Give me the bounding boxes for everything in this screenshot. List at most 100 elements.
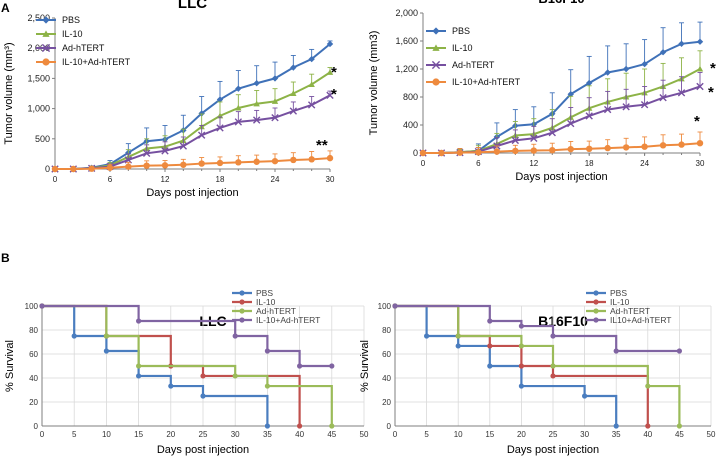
survival-point: [232, 373, 238, 379]
marker-circle: [70, 165, 77, 173]
x-tick-label: 35: [263, 430, 272, 439]
marker-diamond: [678, 40, 685, 47]
survival-step-line: [395, 304, 681, 426]
x-tick-label: 50: [360, 430, 369, 439]
marker-x: [161, 147, 169, 155]
y-axis-label: % Survival: [359, 340, 371, 392]
x-tick-label: 0: [40, 430, 45, 439]
marker-triangle: [432, 44, 440, 51]
marker-circle: [290, 156, 297, 164]
marker-circle: [419, 149, 427, 157]
legend-swatch-point: [239, 308, 245, 314]
y-axis-label: Tumor volume (mm³): [3, 42, 15, 144]
series-il-10-ad-htert: [419, 131, 704, 157]
y-tick-label: 40: [382, 374, 391, 383]
survival-point: [103, 333, 109, 339]
marker-diamond: [42, 16, 50, 24]
x-tick-label: 0: [393, 430, 398, 439]
marker-circle: [235, 159, 242, 166]
marker-x: [216, 124, 224, 132]
x-tick-label: 35: [612, 430, 621, 439]
marker-circle: [308, 156, 315, 163]
survival-point: [487, 363, 493, 369]
x-tick-label: 30: [696, 159, 705, 168]
legend-label: IL-10+Ad-hTERT: [62, 57, 131, 67]
y-tick-label: 1,000: [27, 104, 50, 114]
x-axis-label: Days post injection: [507, 444, 599, 456]
marker-x: [252, 116, 261, 124]
y-tick-label: 100: [25, 302, 39, 311]
survival-point: [550, 373, 556, 379]
survival-point: [200, 393, 206, 399]
x-tick-label: 24: [271, 175, 280, 184]
legend-swatch-point: [593, 308, 599, 314]
legend-swatch-point: [239, 317, 245, 323]
legend-swatch-point: [593, 317, 599, 323]
marker-triangle: [271, 98, 279, 104]
legend-swatch-point: [239, 290, 245, 296]
marker-x: [431, 60, 441, 70]
series-line: [55, 94, 331, 170]
marker-circle: [271, 157, 279, 165]
significance-star: *: [331, 64, 337, 81]
significance-star: *: [694, 113, 700, 130]
survival-point: [518, 383, 525, 389]
x-tick-label: 10: [454, 430, 463, 439]
marker-circle: [549, 147, 556, 154]
x-tick-label: 5: [72, 430, 77, 439]
marker-circle: [216, 159, 224, 167]
survival-point: [329, 363, 335, 369]
x-tick-label: 25: [199, 430, 208, 439]
x-tick-label: 20: [517, 430, 526, 439]
legend-item-pbs: PBS: [232, 288, 273, 298]
marker-x: [530, 134, 538, 142]
y-tick-label: 80: [29, 326, 38, 335]
y-tick-label: 1,600: [395, 36, 418, 46]
marker-x: [622, 103, 630, 111]
survival-point: [200, 373, 206, 379]
x-tick-label: 6: [108, 175, 113, 184]
legend-label: PBS: [610, 288, 627, 298]
marker-triangle: [290, 90, 297, 97]
x-tick-label: 50: [707, 430, 716, 439]
legend-item-il-10-ad-htert: IL-10+Ad-hTERT: [426, 77, 521, 87]
marker-circle: [696, 140, 704, 147]
survival-step-line: [42, 304, 332, 368]
marker-circle: [198, 160, 205, 167]
legend-item-ad-htert: Ad-hTERT: [426, 60, 495, 70]
marker-diamond: [216, 96, 224, 103]
legend-label: IL-10: [256, 297, 276, 307]
marker-circle: [659, 142, 667, 149]
legend-item-ad-htert: Ad-hTERT: [586, 306, 650, 316]
legend-item-pbs: PBS: [36, 15, 80, 25]
marker-circle: [530, 147, 537, 154]
marker-diamond: [641, 60, 648, 68]
x-tick-label: 45: [327, 430, 336, 439]
legend-item-pbs: PBS: [426, 26, 470, 36]
marker-x: [659, 94, 667, 102]
x-tick-label: 30: [580, 430, 589, 439]
y-tick-label: 500: [35, 134, 50, 144]
marker-x: [696, 82, 704, 91]
marker-x: [41, 43, 51, 53]
x-tick-label: 30: [231, 430, 240, 439]
y-tick-label: 60: [382, 350, 391, 359]
survival-point: [71, 333, 77, 339]
survival-point: [645, 423, 651, 429]
survival-point: [264, 423, 270, 429]
significance-star: *: [710, 60, 716, 77]
marker-x: [197, 131, 206, 139]
marker-triangle: [308, 81, 315, 87]
survival-point: [39, 303, 45, 309]
x-tick-label: 0: [53, 175, 58, 184]
marker-circle: [161, 162, 169, 169]
marker-circle: [512, 147, 519, 155]
survival-point: [550, 363, 556, 369]
marker-circle: [432, 78, 440, 86]
x-tick-label: 40: [643, 430, 652, 439]
survival-point: [136, 363, 142, 369]
survival-point: [582, 393, 588, 399]
legend-label: PBS: [452, 26, 470, 36]
legend-item-ad-htert: Ad-hTERT: [36, 43, 105, 53]
